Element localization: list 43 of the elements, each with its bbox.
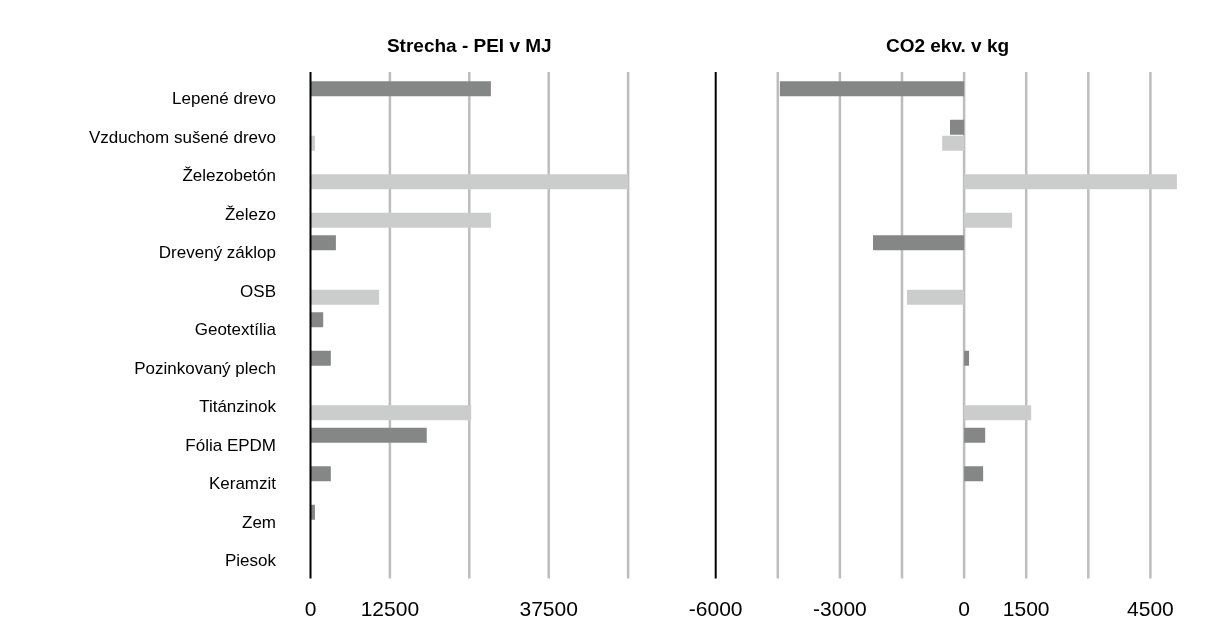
x-tick-label: 12500: [360, 596, 420, 619]
chart-title: Strecha - PEI v MJ: [386, 35, 552, 56]
bar: [964, 174, 1177, 190]
y-tick-label: Keramzit: [208, 474, 277, 494]
y-tick-label: Lepené drevo: [172, 89, 276, 109]
x-tick-label: -6000: [688, 596, 743, 619]
y-tick-label: Železobetón: [182, 166, 276, 186]
x-tick-label: 0: [958, 596, 970, 619]
y-tick-label: Pozinkovaný plech: [134, 358, 276, 378]
bar: [906, 289, 965, 305]
x-tick-label: 1500: [1002, 596, 1050, 619]
y-tick-label: Piesok: [224, 551, 277, 571]
bar: [310, 405, 472, 421]
bar: [310, 81, 491, 97]
y-tick-label: Titánzinok: [199, 397, 277, 417]
bar: [310, 289, 380, 305]
bar: [964, 350, 970, 366]
bar: [964, 466, 984, 482]
chart-title: CO2 ekv. v kg: [885, 35, 1010, 56]
y-tick-label: Fólia EPDM: [185, 435, 276, 455]
bar: [310, 235, 336, 251]
bar: [310, 466, 331, 482]
bar: [310, 350, 331, 366]
bar: [310, 212, 491, 228]
bar: [942, 135, 965, 151]
x-tick-label: 4500: [1127, 596, 1174, 619]
bar: [964, 427, 986, 443]
x-tick-label: -3000: [813, 596, 867, 619]
y-tick-label: Drevený záklop: [158, 243, 276, 263]
bar: [964, 405, 1032, 421]
y-tick-label: Zem: [242, 512, 276, 532]
y-tick-label: Vzduchom sušené drevo: [88, 127, 276, 147]
y-tick-label: Geotextília: [194, 320, 277, 340]
bar: [779, 81, 965, 97]
bar: [310, 174, 629, 190]
bar: [964, 212, 1013, 228]
y-tick-label: Železo: [224, 204, 276, 224]
bar: [950, 119, 965, 135]
bar: [873, 235, 965, 251]
bar: [310, 427, 427, 443]
x-tick-label: 0: [304, 596, 317, 619]
x-tick-label: 37500: [519, 596, 578, 619]
y-tick-label: OSB: [240, 281, 276, 301]
